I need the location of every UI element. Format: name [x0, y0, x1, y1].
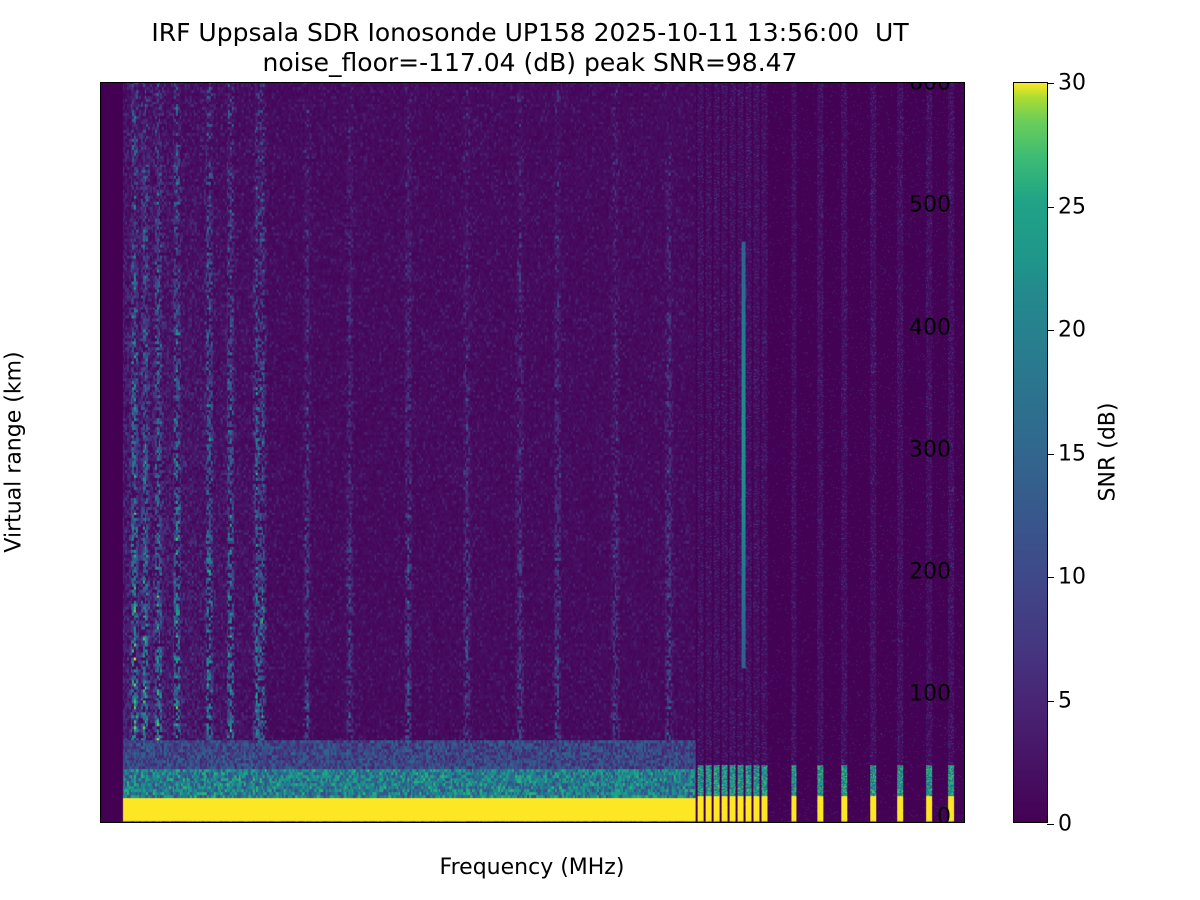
colorbar-tick [1047, 330, 1054, 332]
y-axis-label: Virtual range (km) [1, 351, 27, 553]
y-tick-label: 500 [909, 192, 951, 218]
colorbar-tick [1047, 206, 1054, 208]
x-tick [606, 822, 607, 823]
ionogram-plot-area: 0100200300400500600246810121416 [100, 82, 965, 823]
y-tick-label: 100 [909, 681, 951, 707]
x-tick [180, 822, 181, 823]
x-tick [286, 822, 287, 823]
y-tick [100, 572, 101, 573]
colorbar-tick-label: 15 [1058, 441, 1086, 466]
colorbar-tick-label: 20 [1058, 317, 1086, 343]
colorbar-tick-label: 5 [1058, 688, 1072, 713]
chart-title: IRF Uppsala SDR Ionosonde UP158 2025-10-… [0, 18, 1060, 77]
colorbar-tick [1047, 824, 1054, 826]
y-tick [100, 694, 101, 695]
title-line-1: IRF Uppsala SDR Ionosonde UP158 2025-10-… [151, 18, 909, 47]
y-tick [100, 83, 101, 84]
x-axis-label: Frequency (MHz) [439, 855, 625, 880]
x-tick [926, 822, 927, 823]
colorbar-label: SNR (dB) [1095, 402, 1121, 502]
colorbar-tick [1047, 453, 1054, 455]
y-tick-label: 0 [937, 804, 951, 823]
x-tick [393, 822, 394, 823]
colorbar-tick [1047, 700, 1054, 702]
y-tick-label: 300 [909, 437, 951, 463]
colorbar: 0 5 10 15 20 25 30 [1013, 71, 1086, 837]
colorbar-tick-label: 10 [1058, 564, 1086, 590]
x-tick [819, 822, 820, 823]
colorbar-tick-label: 25 [1058, 194, 1086, 219]
y-tick [100, 205, 101, 206]
y-tick [100, 328, 101, 329]
ionogram-heatmap [101, 83, 964, 822]
colorbar-tick [1047, 83, 1054, 85]
colorbar-tick-label: 30 [1058, 70, 1086, 96]
y-tick-label: 600 [909, 82, 951, 96]
colorbar-tick [1047, 577, 1054, 579]
y-tick [100, 450, 101, 451]
y-tick-label: 200 [909, 559, 951, 585]
title-line-2: noise_floor=-117.04 (dB) peak SNR=98.47 [262, 47, 798, 77]
colorbar-tick-label: 0 [1058, 811, 1072, 837]
y-tick-label: 400 [909, 315, 951, 341]
x-tick [500, 822, 501, 823]
y-tick [100, 817, 101, 818]
x-tick [713, 822, 714, 823]
